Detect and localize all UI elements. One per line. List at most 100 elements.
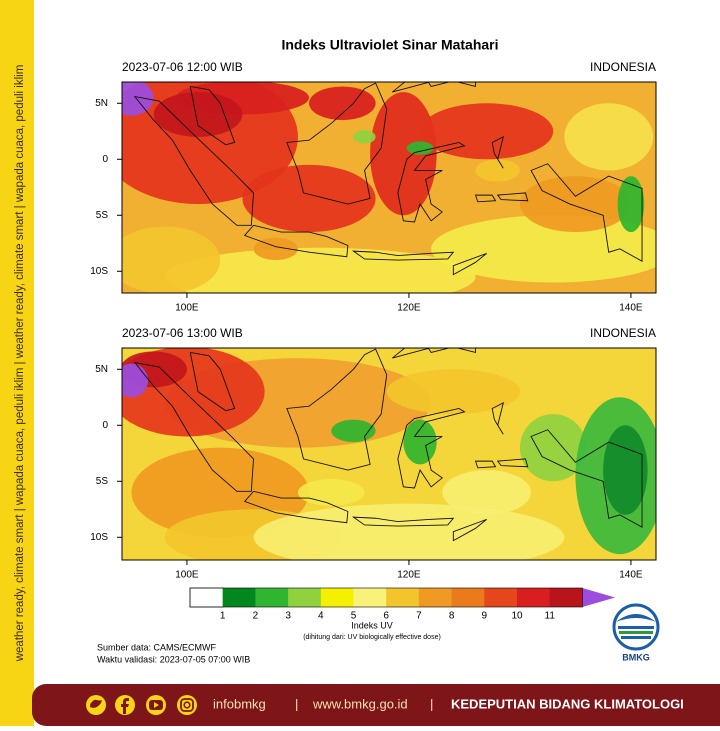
coastline xyxy=(397,408,466,489)
lat-label: 5S xyxy=(96,210,109,221)
uv-field xyxy=(353,130,376,144)
lon-label: 140E xyxy=(619,303,643,314)
coastline xyxy=(452,252,487,276)
coastline xyxy=(133,95,254,226)
uv-field xyxy=(122,82,154,116)
colorbar-cell xyxy=(288,588,322,607)
colorbar-cell xyxy=(353,588,387,607)
uv-field xyxy=(617,176,645,233)
uv-field xyxy=(122,363,149,398)
colorbar-extension xyxy=(582,588,616,607)
colorbar-cell xyxy=(255,588,289,607)
coastline xyxy=(397,142,466,223)
uv-field xyxy=(253,237,298,261)
colorbar-cell xyxy=(484,588,518,607)
colorbar-cell xyxy=(418,588,453,607)
logo-wave xyxy=(619,631,653,634)
title: Indeks Ultraviolet Sinar Matahari xyxy=(281,37,498,53)
map-panel xyxy=(122,82,656,293)
coastline xyxy=(530,163,643,262)
footer-separator: | xyxy=(430,696,433,711)
logo-text: BMKG xyxy=(622,652,650,662)
colorbar-title: Indeks UV xyxy=(351,620,393,630)
coastline xyxy=(189,85,236,146)
coastline xyxy=(189,351,236,412)
coastline xyxy=(491,136,504,169)
coastline xyxy=(530,429,643,528)
colorbar-cell xyxy=(549,588,583,607)
colorbar-note: (dihitung dari: UV biologically effectiv… xyxy=(303,634,441,641)
uv-field xyxy=(164,247,476,293)
uv-field xyxy=(519,176,631,233)
colorbar-tick-label: 4 xyxy=(318,611,324,622)
sidebar xyxy=(0,0,34,726)
uv-field xyxy=(370,92,437,216)
footer-url[interactable]: www.bmkg.go.id xyxy=(312,696,408,711)
uv-field xyxy=(153,92,243,137)
map-panel xyxy=(122,348,656,560)
coastline xyxy=(286,348,388,471)
coastline xyxy=(496,458,529,468)
uv-field xyxy=(406,141,434,155)
footer-handle[interactable]: infobmkg xyxy=(213,696,266,711)
panel-region: INDONESIA xyxy=(590,60,656,74)
colorbar-tick-label: 9 xyxy=(482,611,488,622)
lon-label: 100E xyxy=(175,303,199,314)
bmkg-logo: BMKG xyxy=(612,603,660,662)
colorbar-tick-label: 10 xyxy=(511,611,523,622)
lat-label: 10S xyxy=(90,266,108,277)
colorbar-cell xyxy=(189,587,224,608)
colorbar-tick-label: 3 xyxy=(285,611,291,622)
coastline xyxy=(286,82,388,205)
footer-bar-fill xyxy=(60,684,720,726)
uv-field xyxy=(122,226,221,293)
colorbar-tick-label: 2 xyxy=(253,611,259,622)
colorbar-cell xyxy=(451,588,485,607)
footer-department: KEDEPUTIAN BIDANG KLIMATOLOGI xyxy=(451,696,684,711)
colorbar-cell xyxy=(320,588,354,607)
lat-label: 0 xyxy=(102,154,108,165)
colorbar-tick-label: 6 xyxy=(383,611,389,622)
valid-note: Waktu validasi: 2023-07-05 07:00 WIB xyxy=(97,654,250,664)
colorbar-tick-label: 7 xyxy=(416,611,422,622)
uv-field xyxy=(431,215,656,283)
panel-time: 2023-07-06 12:00 WIB xyxy=(122,60,243,74)
lat-label: 5N xyxy=(95,364,108,375)
map-layers: 2023-07-06 12:00 WIB INDONESIA 5N 0 5S 10S 100… xyxy=(90,60,657,641)
colorbar-cell xyxy=(386,588,420,607)
coastline xyxy=(491,402,504,435)
footer-separator: | xyxy=(295,696,298,711)
uv-field xyxy=(475,159,520,182)
instagram-icon[interactable] xyxy=(177,695,197,715)
panel-time: 2023-07-06 13:00 WIB xyxy=(122,326,243,340)
coastline xyxy=(133,361,254,492)
instagram-lens xyxy=(183,701,191,709)
logo-wave xyxy=(618,626,654,629)
lon-label: 120E xyxy=(397,570,421,581)
uv-field xyxy=(403,419,437,465)
coastline xyxy=(243,490,349,524)
uv-field xyxy=(242,164,376,233)
uv-field xyxy=(309,86,376,121)
coastline xyxy=(452,518,487,542)
social-icons xyxy=(86,695,197,715)
lon-label: 140E xyxy=(619,570,643,581)
sidebar-text: weather ready, climate smart | wapada cu… xyxy=(14,65,26,663)
uv-field xyxy=(297,479,365,506)
uv-field xyxy=(253,503,565,560)
colorbar-frame xyxy=(189,587,583,608)
panel-region: INDONESIA xyxy=(590,326,656,340)
colorbar-cell xyxy=(222,588,256,607)
instagram-glyph xyxy=(180,698,194,712)
map-frame xyxy=(121,81,657,294)
uv-field xyxy=(442,470,532,515)
logo-wave xyxy=(621,636,651,639)
uv-field xyxy=(386,369,520,415)
uv-field xyxy=(420,103,554,160)
lat-label: 5N xyxy=(95,98,108,109)
colorbar-tick-label: 8 xyxy=(449,611,455,622)
twitter-glyph xyxy=(90,699,102,708)
lon-label: 100E xyxy=(175,570,199,581)
coastline xyxy=(243,224,349,258)
